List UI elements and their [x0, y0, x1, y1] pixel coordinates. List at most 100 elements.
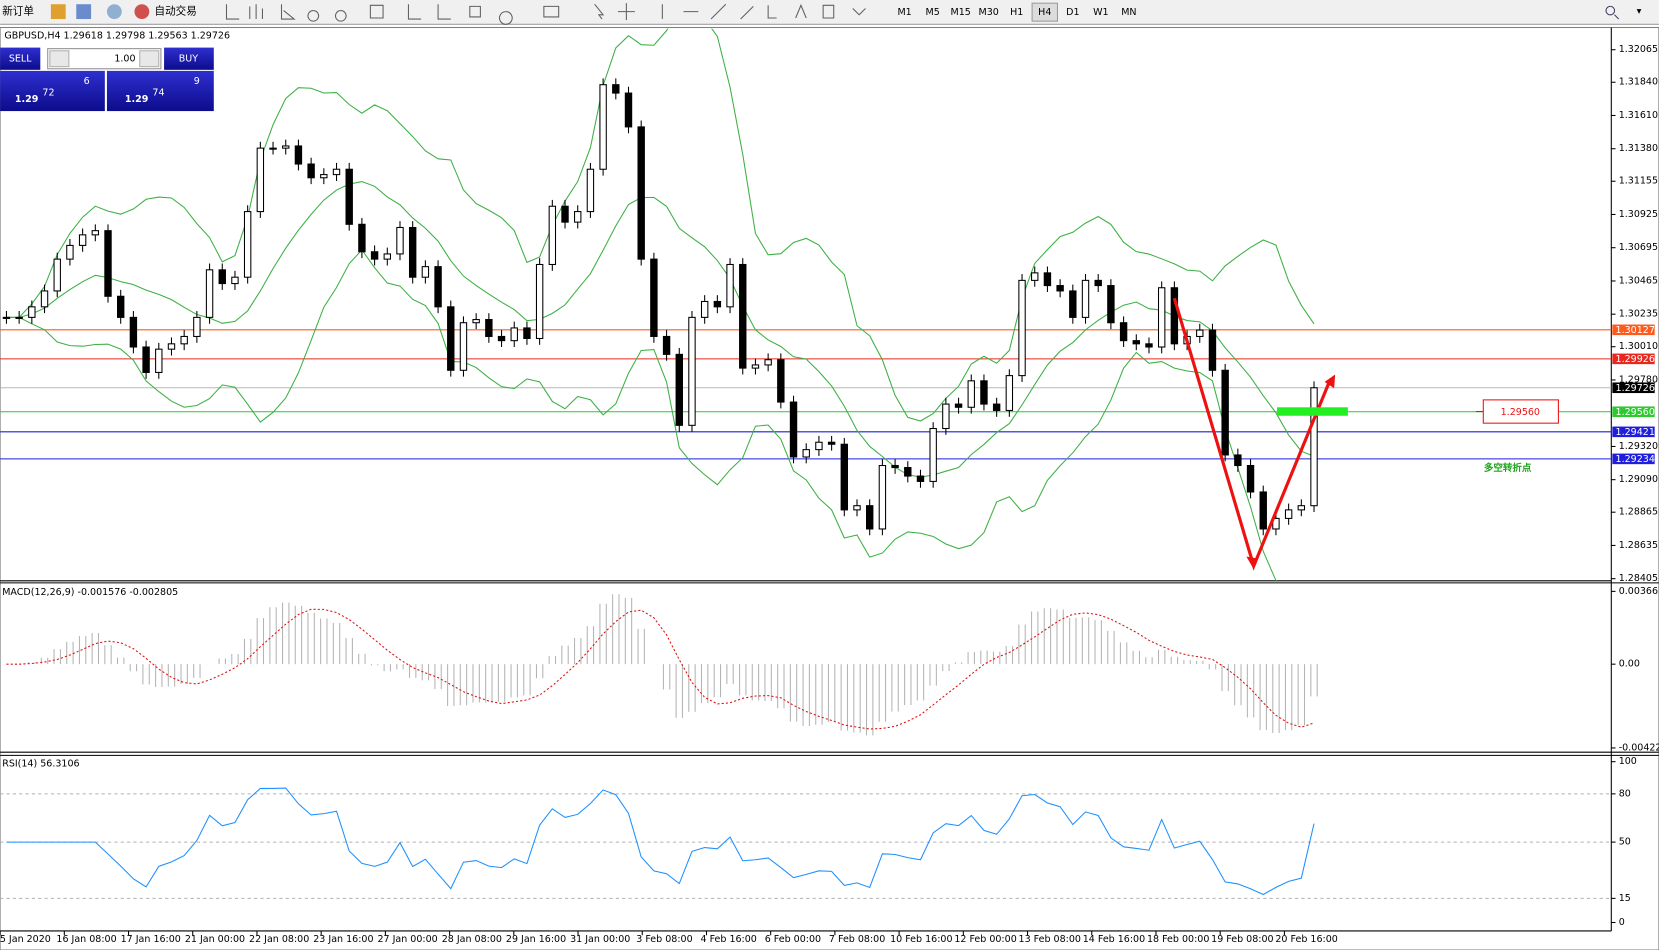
- rsi-tick-label: 50: [1619, 837, 1631, 848]
- y-tick-label: 1.31380: [1619, 143, 1658, 154]
- sell-button[interactable]: [0, 47, 41, 70]
- icon[interactable]: [76, 4, 92, 20]
- rsi-tick-label: 80: [1619, 788, 1631, 799]
- time-label: 3 Feb 08:00: [636, 934, 692, 945]
- candle: [1056, 285, 1064, 292]
- candle: [472, 319, 480, 324]
- candle: [1043, 272, 1052, 287]
- candle: [612, 84, 620, 94]
- period-button[interactable]: D1: [1066, 7, 1079, 18]
- buy-price-box[interactable]: [106, 70, 214, 112]
- period-button[interactable]: H4: [1038, 7, 1051, 18]
- candle: [1119, 322, 1128, 342]
- candle: [726, 263, 734, 308]
- rsi-tick-label: 15: [1619, 893, 1631, 904]
- time-label: 10 Feb 16:00: [890, 934, 952, 945]
- rsi-plot: [6, 787, 1315, 896]
- period-button[interactable]: M1: [897, 7, 911, 18]
- candle: [1145, 343, 1153, 348]
- tool-icons[interactable]: [225, 3, 866, 25]
- time-label: 21 Jan 00:00: [185, 934, 245, 945]
- lot-down[interactable]: [49, 50, 70, 68]
- buy-price-big: 1.29: [125, 94, 149, 105]
- candle: [840, 443, 849, 511]
- candle: [916, 475, 925, 482]
- candle: [269, 147, 277, 150]
- candle: [282, 145, 290, 149]
- period-button[interactable]: M30: [979, 7, 999, 18]
- time-label: 20 Feb 16:00: [1275, 934, 1337, 945]
- candle: [408, 226, 417, 278]
- candle: [1208, 329, 1217, 371]
- sell-price-big: 1.29: [15, 94, 39, 105]
- menu-arrow[interactable]: ▾: [1637, 6, 1642, 17]
- auto-trade-button[interactable]: 自动交易: [155, 5, 197, 18]
- candle: [243, 211, 252, 278]
- buy-label[interactable]: BUY: [179, 54, 198, 65]
- candle: [751, 364, 760, 369]
- level-label: 1.29234: [1616, 454, 1655, 465]
- period-button[interactable]: M15: [951, 7, 971, 18]
- time-label: 31 Jan 00:00: [570, 934, 630, 945]
- time-label: 16 Jan 08:00: [56, 934, 116, 945]
- candle: [802, 449, 810, 458]
- lot-value[interactable]: 1.00: [114, 54, 135, 65]
- y-tick-label: 1.31610: [1619, 110, 1658, 121]
- lot-field[interactable]: [47, 48, 162, 70]
- candle: [294, 145, 303, 165]
- period-button[interactable]: MN: [1121, 7, 1136, 18]
- icon[interactable]: [50, 4, 66, 20]
- sell-label[interactable]: SELL: [9, 54, 32, 65]
- period-button[interactable]: H1: [1010, 7, 1023, 18]
- new-order-button[interactable]: 新订单: [2, 5, 34, 18]
- y-tick-label: 1.31155: [1619, 176, 1658, 187]
- candle: [713, 300, 722, 308]
- candle: [942, 403, 950, 430]
- y-tick-label: 1.30465: [1619, 275, 1658, 286]
- candle: [561, 205, 569, 223]
- candle: [815, 441, 823, 451]
- candle: [447, 306, 455, 371]
- macd-tick-label: 0.00: [1619, 659, 1640, 670]
- candle: [954, 403, 963, 408]
- candle: [231, 276, 239, 285]
- chart-window: [0, 26, 1659, 950]
- time-label: 23 Jan 16:00: [313, 934, 373, 945]
- period-button[interactable]: M5: [926, 7, 940, 18]
- candle: [662, 335, 671, 355]
- time-label: 15 Jan 2020: [0, 934, 51, 945]
- level-tag: [1612, 382, 1655, 394]
- candle: [167, 343, 176, 350]
- candle: [66, 244, 74, 260]
- candle: [510, 327, 518, 342]
- period-button[interactable]: W1: [1093, 7, 1108, 18]
- candle: [320, 174, 328, 179]
- period-bar: M1 M5 M15 M30 H1 H4 D1 W1 MN: [897, 2, 1137, 22]
- candle: [878, 464, 887, 530]
- candle: [1246, 464, 1255, 493]
- time-label: 4 Feb 16:00: [700, 934, 756, 945]
- candle: [155, 348, 163, 373]
- candle: [1005, 375, 1014, 411]
- y-tick-label: 1.30010: [1619, 341, 1658, 352]
- time-label: 28 Jan 08:00: [442, 934, 502, 945]
- candle: [650, 258, 658, 337]
- y-tick-label: 1.28635: [1619, 540, 1658, 551]
- lot-up[interactable]: [139, 50, 160, 68]
- candle: [1018, 279, 1026, 377]
- candle: [624, 92, 633, 128]
- candle: [637, 126, 645, 260]
- candle: [332, 168, 341, 176]
- candle: [929, 427, 937, 482]
- buy-button[interactable]: [164, 47, 214, 70]
- candle: [396, 226, 404, 255]
- icon[interactable]: [134, 4, 150, 20]
- sell-price-box[interactable]: [0, 70, 105, 112]
- candle: [485, 319, 493, 337]
- search-icon[interactable]: [1605, 5, 1620, 20]
- icon[interactable]: [106, 4, 122, 20]
- candle: [205, 269, 214, 318]
- level-label: 1.29560: [1616, 407, 1655, 418]
- candle: [1284, 509, 1293, 519]
- level-tag: [1612, 426, 1655, 438]
